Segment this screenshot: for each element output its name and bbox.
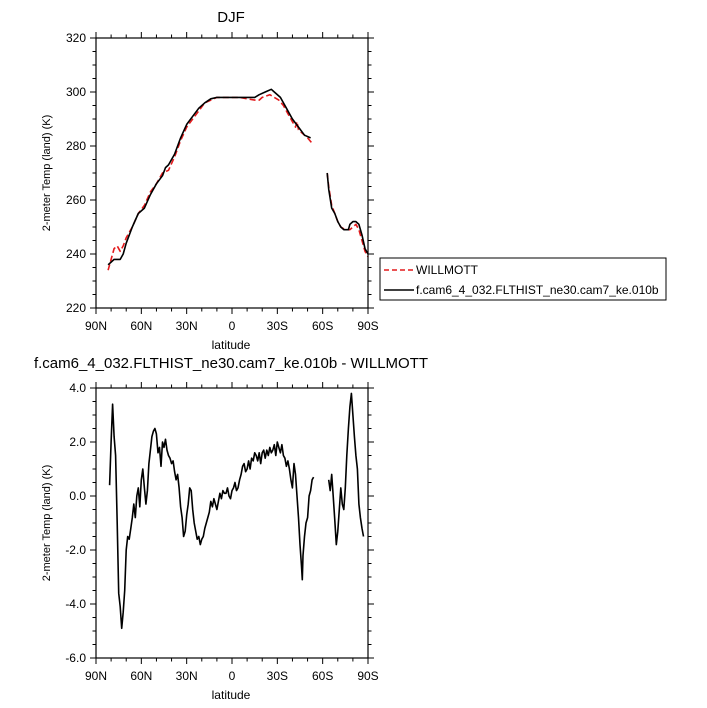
bottom-plot-x-tick-label: 60N	[130, 669, 152, 683]
bottom-plot-y-tick-label: 2.0	[69, 435, 86, 449]
bottom-plot-series-0-line-segment-1	[327, 392, 365, 546]
bottom-plot-x-tick-label: 30N	[176, 669, 198, 683]
bottom-plot-axes: 90N 60N 30N 0 30S 60S 90S -6.0 -4.0 -2.0 0.0 2.0 4.0	[65, 381, 378, 683]
bottom-plot-y-tick-label: -2.0	[65, 543, 86, 557]
top-plot-x-tick-label: 90N	[85, 319, 107, 333]
bottom-plot-frame	[95, 387, 369, 659]
bottom-plot-series-layer	[108, 392, 365, 630]
bottom-plot-x-tick-label: 90N	[85, 669, 107, 683]
top-plot-series-0-line-segment-1	[326, 172, 369, 258]
bottom-plot: f.cam6_4_032.FLTHIST_ne30.cam7_ke.010b -…	[34, 355, 428, 702]
bottom-plot-series-0-line-segment-0	[108, 403, 315, 630]
top-plot-series-layer	[107, 88, 369, 271]
bottom-plot-title: f.cam6_4_032.FLTHIST_ne30.cam7_ke.010b -…	[34, 355, 428, 372]
top-plot-y-tick-label: 280	[66, 139, 86, 153]
bottom-plot-x-tick-label: 90S	[357, 669, 378, 683]
top-plot-series-0-line-segment-0	[107, 93, 313, 271]
legend: WILLMOTT f.cam6_4_032.FLTHIST_ne30.cam7_…	[379, 257, 667, 301]
top-plot-axes: 90N 60N 30N 0 30S 60S 90S 220 240 260 280 300 320	[66, 31, 379, 333]
top-plot-x-tick-label: 90S	[357, 319, 378, 333]
bottom-plot-y-label: 2-meter Temp (land) (K)	[41, 465, 53, 582]
top-plot-y-tick-label: 320	[66, 31, 86, 45]
bottom-plot-y-tick-label: -6.0	[65, 651, 86, 665]
top-plot-y-label: 2-meter Temp (land) (K)	[41, 115, 53, 232]
top-plot-y-tick-label: 260	[66, 193, 86, 207]
top-plot-x-tick-label: 60S	[312, 319, 333, 333]
top-plot-y-tick-label: 220	[66, 301, 86, 315]
bottom-plot-x-label: latitude	[212, 688, 251, 702]
bottom-plot-y-tick-label: 0.0	[69, 489, 86, 503]
bottom-plot-y-tick-label: -4.0	[65, 597, 86, 611]
top-plot-y-tick-label: 300	[66, 85, 86, 99]
legend-label-model: f.cam6_4_032.FLTHIST_ne30.cam7_ke.010b	[416, 283, 659, 297]
bottom-plot-x-tick-label: 0	[229, 669, 236, 683]
legend-box	[379, 257, 667, 301]
top-plot-x-tick-label: 0	[229, 319, 236, 333]
bottom-plot-x-tick-label: 30S	[267, 669, 288, 683]
top-plot-y-tick-label: 240	[66, 247, 86, 261]
top-plot-x-tick-label: 60N	[130, 319, 152, 333]
bottom-plot-y-tick-label: 4.0	[69, 381, 86, 395]
top-plot-x-label: latitude	[212, 338, 251, 352]
top-plot-series-1-line-segment-0	[107, 88, 311, 266]
bottom-plot-x-tick-label: 60S	[312, 669, 333, 683]
top-plot-series-1-line-segment-1	[326, 172, 369, 255]
top-plot: DJF 90N 60N 30N 0 30S 60S 90S 220 240 260 280 300 32…	[41, 9, 379, 352]
top-plot-x-tick-label: 30S	[267, 319, 288, 333]
top-plot-x-tick-label: 30N	[176, 319, 198, 333]
top-plot-title: DJF	[217, 9, 245, 26]
legend-label-willmott: WILLMOTT	[416, 263, 479, 277]
